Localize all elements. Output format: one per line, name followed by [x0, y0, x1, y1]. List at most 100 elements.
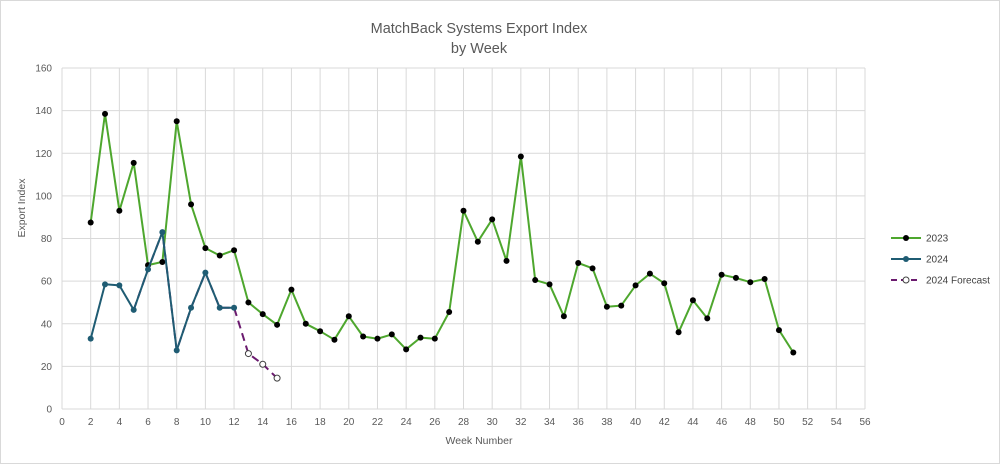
legend-label-1: 2024	[926, 255, 949, 266]
series-0-point-18	[345, 313, 352, 320]
x-tick-label-25: 50	[773, 417, 785, 428]
series-1-point-7	[188, 304, 195, 311]
series-0-point-47	[761, 275, 768, 282]
series-2-point-8	[244, 350, 252, 358]
series-0-point-5	[159, 258, 166, 265]
legend-entry-0: 2023	[891, 234, 949, 245]
series-1-point-3	[130, 306, 137, 313]
legend-entry-1: 2024	[891, 255, 949, 266]
y-tick-label-1: 20	[41, 362, 53, 373]
series-0-point-0	[87, 219, 94, 226]
series-layer	[87, 110, 797, 382]
series-0-point-11	[245, 299, 252, 306]
series-0-point-13	[274, 321, 281, 328]
series-0-point-19	[360, 333, 367, 340]
series-0-point-48	[775, 327, 782, 334]
x-axis-label: Week Number	[446, 435, 513, 447]
series-0-point-31	[532, 277, 539, 284]
series-0-point-40	[661, 280, 668, 287]
series-0-point-10	[231, 247, 238, 254]
series-0-line	[89, 112, 795, 354]
grid	[61, 67, 866, 410]
x-tick-label-14: 28	[458, 417, 470, 428]
chart-title-line-2: by Week	[451, 41, 508, 57]
y-tick-label-5: 100	[35, 191, 52, 202]
y-tick-label-6: 120	[35, 149, 52, 160]
series-0	[87, 110, 797, 356]
series-2-point-10	[273, 374, 281, 382]
series-0-point-12	[259, 311, 266, 318]
legend-label-0: 2023	[926, 234, 949, 245]
series-0-point-41	[675, 329, 682, 336]
x-tick-label-16: 32	[515, 417, 527, 428]
series-0-point-36	[603, 303, 610, 310]
x-tick-label-0: 0	[59, 417, 65, 428]
y-tick-label-8: 160	[35, 64, 52, 75]
series-0-point-2	[116, 207, 123, 214]
series-1-point-1	[102, 281, 109, 288]
x-tick-label-2: 4	[117, 417, 123, 428]
x-tick-label-11: 22	[372, 417, 384, 428]
series-0-point-20	[374, 335, 381, 342]
y-tick-label-2: 40	[41, 319, 53, 330]
series-0-point-17	[331, 336, 338, 343]
series-1-point-2	[116, 282, 123, 289]
x-tick-label-15: 30	[487, 417, 499, 428]
series-1-line	[89, 231, 235, 352]
series-2-point-9	[259, 360, 267, 368]
x-tick-label-8: 16	[286, 417, 298, 428]
y-tick-label-0: 0	[46, 405, 52, 416]
x-tick-label-17: 34	[544, 417, 556, 428]
x-tick-label-4: 8	[174, 417, 180, 428]
series-0-point-25	[446, 309, 453, 316]
series-1-point-9	[216, 304, 223, 311]
series-0-point-42	[689, 297, 696, 304]
x-tick-label-19: 38	[601, 417, 613, 428]
x-tick-label-21: 42	[659, 417, 671, 428]
series-0-point-43	[704, 315, 711, 322]
y-axis-ticks: 0 20 40 60 80 100 120 140 160	[35, 64, 52, 416]
series-0-point-38	[632, 282, 639, 289]
series-0-point-26	[460, 207, 467, 214]
series-0-point-24	[431, 335, 438, 342]
series-0-point-21	[388, 331, 395, 338]
legend-marker-2	[902, 276, 910, 284]
series-0-point-33	[560, 313, 567, 320]
series-0-point-34	[575, 260, 582, 267]
series-1-point-0	[87, 335, 94, 342]
series-0-point-44	[718, 271, 725, 278]
legend-marker-0	[903, 235, 909, 241]
series-0-point-8	[202, 245, 209, 252]
series-0-point-9	[216, 252, 223, 259]
x-tick-label-22: 44	[687, 417, 699, 428]
series-1-point-10	[231, 304, 238, 311]
series-0-point-23	[417, 334, 424, 341]
series-0-point-35	[589, 265, 596, 272]
x-tick-label-24: 48	[745, 417, 757, 428]
series-0-point-7	[188, 201, 195, 208]
x-tick-label-18: 36	[573, 417, 585, 428]
x-tick-label-27: 54	[831, 417, 843, 428]
legend-label-2: 2024 Forecast	[926, 276, 990, 287]
x-tick-label-10: 20	[343, 417, 355, 428]
series-0-point-29	[503, 257, 510, 264]
series-0-point-6	[173, 118, 180, 125]
x-tick-label-5: 10	[200, 417, 212, 428]
x-tick-label-13: 26	[429, 417, 441, 428]
series-1-point-4	[145, 266, 152, 273]
legend: 2023 2024 2024 Forecast	[891, 234, 990, 287]
x-tick-label-1: 2	[88, 417, 94, 428]
x-tick-label-26: 52	[802, 417, 814, 428]
x-tick-label-20: 40	[630, 417, 642, 428]
x-tick-label-12: 24	[401, 417, 413, 428]
legend-entry-2: 2024 Forecast	[891, 276, 990, 287]
series-0-point-39	[646, 270, 653, 277]
series-0-point-32	[546, 281, 553, 288]
x-tick-label-6: 12	[229, 417, 241, 428]
series-0-point-1	[102, 110, 109, 117]
series-0-point-30	[517, 153, 524, 160]
series-0-point-49	[790, 349, 797, 356]
series-0-point-16	[317, 328, 324, 335]
